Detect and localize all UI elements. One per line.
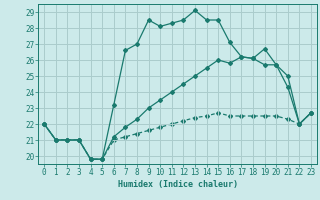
X-axis label: Humidex (Indice chaleur): Humidex (Indice chaleur) [118, 180, 238, 189]
